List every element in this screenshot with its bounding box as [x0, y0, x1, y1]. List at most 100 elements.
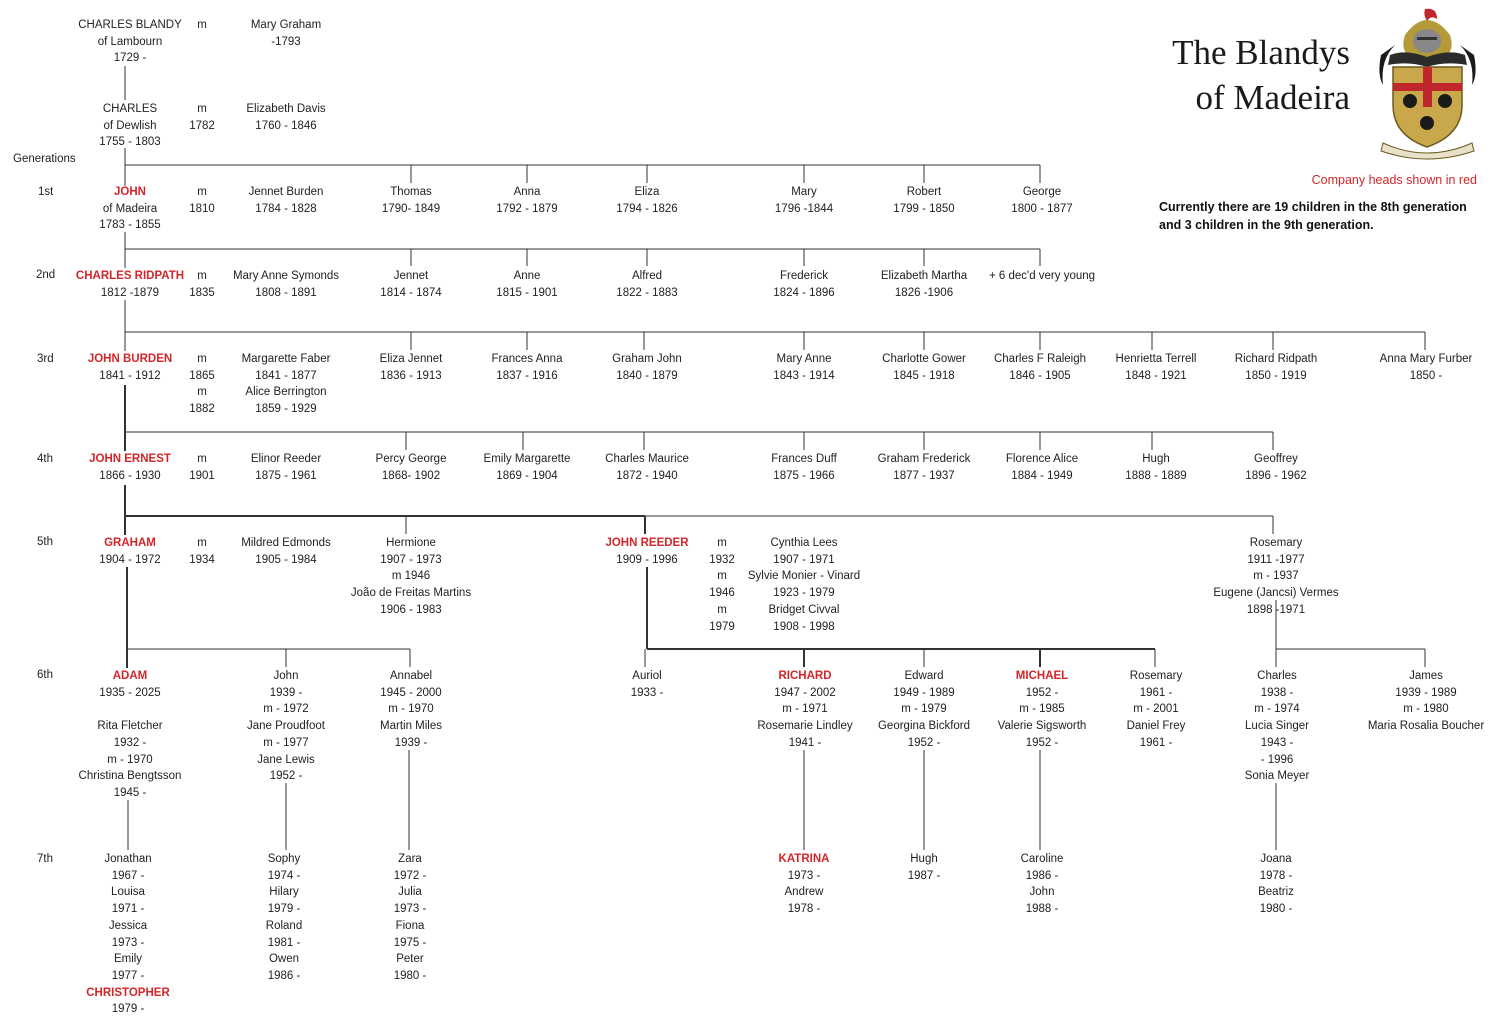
person-line: Sylvie Monier - Vinard	[747, 570, 861, 583]
person-line: 1796 -1844	[774, 202, 834, 215]
person-line: Charles	[1257, 670, 1297, 682]
person-line: Zara	[398, 853, 422, 865]
person-line: 1815 - 1901	[496, 286, 558, 299]
person-line: 1866 - 1930	[99, 469, 161, 482]
sibling-george: George 1800 - 1877	[1011, 184, 1072, 217]
spouse-mildred-edmonds: Mildred Edmonds 1905 - 1984	[241, 535, 330, 568]
person-line: m - 1970	[107, 753, 153, 766]
person-line: m - 1937	[1253, 570, 1299, 583]
person-line: 1986 -	[1025, 869, 1059, 882]
person-line: 1824 - 1896	[773, 286, 835, 299]
person-line: 1986 -	[267, 969, 301, 982]
gen-label-6th: 6th	[37, 669, 53, 681]
head-graham: GRAHAM 1904 - 1972	[99, 535, 160, 568]
marriage-marker: m 1932 m 1946 m 1979	[709, 535, 735, 635]
person-line: Jonathan	[104, 853, 152, 865]
person-line: Elinor Reeder	[250, 453, 322, 465]
person-line: John	[1029, 886, 1055, 899]
person-line: Martin Miles	[380, 720, 442, 733]
marriage-marker: m 1901	[189, 451, 215, 484]
person-line: 1822 - 1883	[616, 286, 678, 299]
person-line: Mildred Edmonds	[241, 537, 331, 549]
person-line: Rita Fletcher	[97, 720, 163, 733]
person-line: 1947 - 2002	[774, 686, 836, 699]
person-line: 1826 -1906	[894, 286, 954, 299]
person-john-6th: John 1939 - m - 1972 Jane Proudfoot m - …	[247, 668, 325, 785]
person-line: 1978 -	[787, 903, 821, 916]
person-line	[79, 701, 182, 718]
person-line: Peter	[396, 953, 424, 966]
marriage-marker: m	[197, 17, 207, 34]
person-line: Mary Anne Symonds	[232, 270, 340, 282]
marriage-marker: m 1835	[189, 268, 215, 301]
person-line: Margarette Faber	[241, 353, 331, 365]
marriage-line: m	[197, 19, 207, 31]
spouses-faber-berrington: Margarette Faber 1841 - 1877 Alice Berri…	[242, 351, 331, 418]
person-line: 1907 - 1971	[773, 553, 835, 566]
person-line: Frederick	[780, 270, 828, 282]
person-line: James	[1409, 670, 1443, 682]
person-line: Graham Frederick	[877, 453, 971, 465]
head-name: CHARLES RIDPATH	[75, 270, 185, 282]
person-line: 1808 - 1891	[255, 286, 317, 299]
person-line: 1760 - 1846	[255, 119, 317, 132]
person-line: Rosemary	[1249, 537, 1303, 549]
person-line: 1812 -1879	[100, 286, 160, 299]
head-richard: RICHARD 1947 - 2002 m - 1971 Rosemarie L…	[757, 668, 852, 752]
person-line: 1906 - 1983	[380, 603, 442, 616]
person-line: Alice Berrington	[245, 386, 327, 399]
person-line: 1884 - 1949	[1011, 469, 1073, 482]
person-line: Jane Proudfoot	[246, 720, 326, 733]
person-line: 1961 -	[1139, 736, 1173, 749]
person-charles-dewlish: CHARLES of Dewlish 1755 - 1803	[99, 101, 160, 151]
person-line: 1911 -1977	[1247, 553, 1305, 566]
person-line: Hermione	[386, 537, 436, 549]
person-line: Mary Graham	[250, 19, 322, 31]
sibling-elizabeth-martha: Elizabeth Martha 1826 -1906	[881, 268, 967, 301]
person-line: Emily	[113, 953, 143, 966]
person-line: Sonia Meyer	[1244, 770, 1310, 783]
person-line: m - 1980	[1403, 703, 1449, 716]
gen-label-3rd: 3rd	[37, 353, 54, 365]
person-line: Richard Ridpath	[1234, 353, 1318, 365]
children-of-michael: Caroline 1986 - John 1988 -	[1021, 851, 1064, 918]
sibling-eliza: Eliza 1794 - 1826	[616, 184, 677, 217]
sibling-hugh: Hugh 1888 - 1889	[1125, 451, 1186, 484]
person-line: Elizabeth Davis	[246, 103, 326, 115]
person-line: Fiona	[395, 919, 425, 932]
spouses-lees-monier-civval: Cynthia Lees 1907 - 1971 Sylvie Monier -…	[748, 535, 860, 635]
person-line: João de Freitas Martins	[350, 587, 472, 600]
sibling-frederick: Frederick 1824 - 1896	[773, 268, 834, 301]
head-name: GRAHAM	[104, 537, 156, 549]
marriage-line: 1810	[189, 202, 215, 215]
children-of-edward: Hugh 1987 -	[908, 851, 941, 884]
sibling-anna: Anna 1792 - 1879	[496, 184, 557, 217]
sibling-anna-mary-furber: Anna Mary Furber 1850 -	[1380, 351, 1473, 384]
person-line: Sophy	[267, 853, 301, 865]
person-line: m - 1985	[1019, 703, 1065, 716]
person-line: 1850 -	[1409, 369, 1443, 382]
person-line: Joana	[1260, 853, 1292, 865]
gen-label-7th: 7th	[37, 853, 53, 865]
person-line: 1841 - 1877	[255, 369, 317, 382]
sibling-percy-george: Percy George 1868- 1902	[376, 451, 447, 484]
children-note-line-2: and 3 children in the 9th generation.	[1159, 218, 1374, 232]
sibling-frances-anna: Frances Anna 1837 - 1916	[492, 351, 563, 384]
spouse-elizabeth-davis: Elizabeth Davis 1760 - 1846	[246, 101, 325, 134]
person-line: 1784 - 1828	[255, 202, 317, 215]
marriage-marker: m 1865 m 1882	[189, 351, 215, 418]
person-line: Rosemary	[1129, 670, 1183, 682]
person-line: Percy George	[375, 453, 447, 465]
person-line: 1875 - 1961	[255, 469, 317, 482]
person-line: Mary	[791, 186, 817, 198]
person-line: 1869 - 1904	[496, 469, 558, 482]
head-name: JOHN BURDEN	[87, 353, 173, 365]
marriage-line: m	[197, 353, 207, 365]
sibling-frances-duff: Frances Duff 1875 - 1966	[771, 451, 837, 484]
person-line: Charles F Raleigh	[993, 353, 1087, 365]
company-heads-note: Company heads shown in red	[1311, 173, 1477, 187]
person-line: 1941 -	[788, 736, 822, 749]
marriage-line: 1946	[709, 587, 735, 600]
person-line: m - 1977	[263, 736, 309, 749]
